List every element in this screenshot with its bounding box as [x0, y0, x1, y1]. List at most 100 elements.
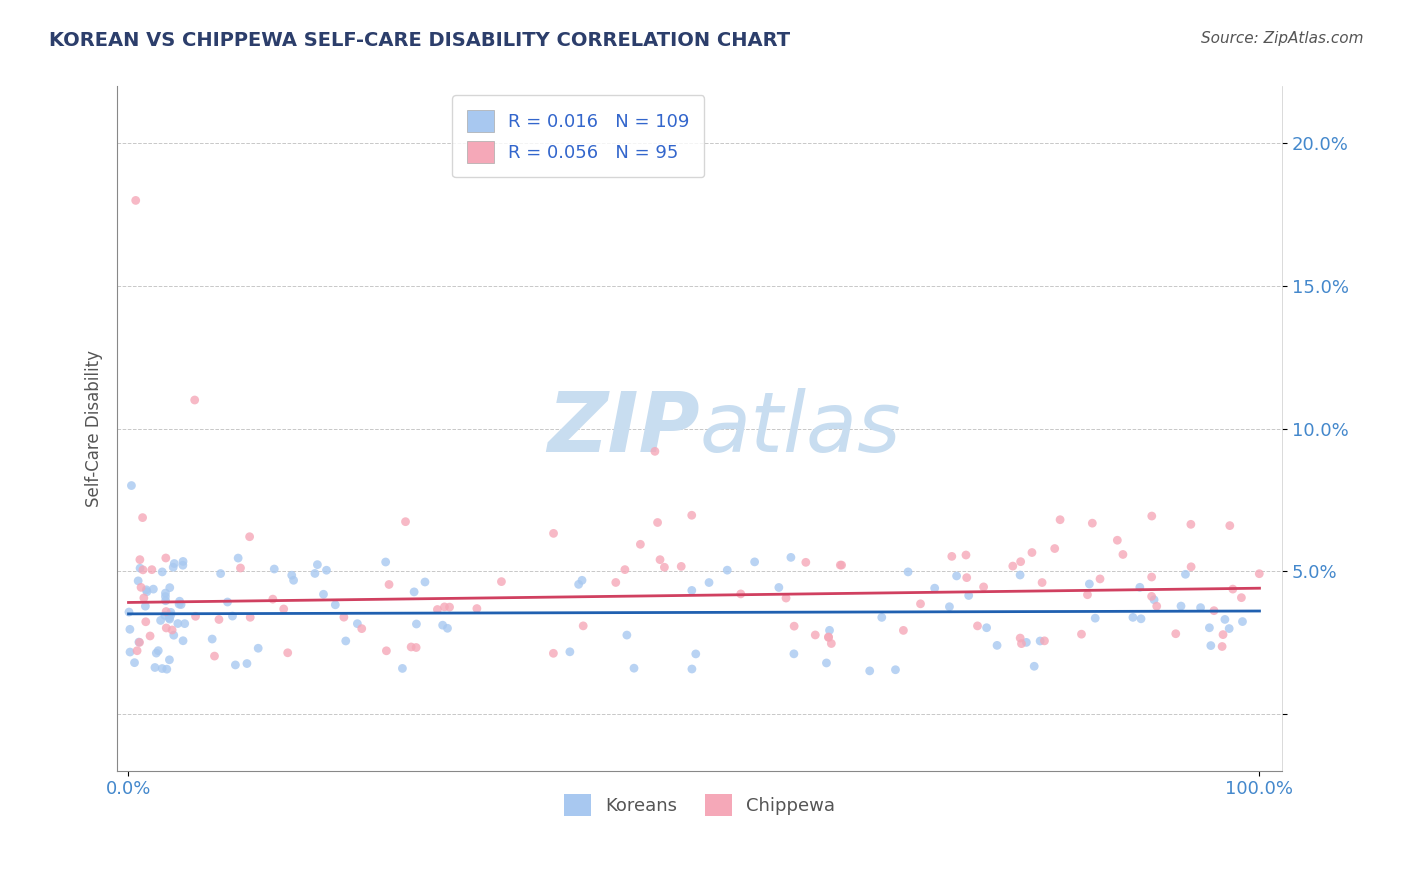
Point [142, 582, 165, 596]
Point [543, 526, 565, 541]
Point [128, 635, 150, 649]
Legend: Koreans, Chippewa: Koreans, Chippewa [557, 787, 842, 823]
Point [247, 641, 270, 656]
Point [572, 619, 595, 633]
Point [681, 583, 703, 598]
Point [433, 599, 456, 614]
Point [391, 661, 413, 675]
Point [973, 580, 995, 594]
Point [870, 610, 893, 624]
Point [1081, 516, 1104, 531]
Point [439, 600, 461, 615]
Point [1249, 566, 1271, 581]
Point [184, 609, 207, 624]
Point [1232, 615, 1254, 629]
Point [1140, 509, 1163, 524]
Point [262, 592, 284, 607]
Point [157, 653, 180, 667]
Text: Source: ZipAtlas.com: Source: ZipAtlas.com [1201, 31, 1364, 46]
Point [1211, 640, 1233, 654]
Point [1010, 631, 1032, 645]
Point [783, 647, 806, 661]
Point [155, 621, 177, 635]
Point [239, 530, 262, 544]
Point [208, 613, 231, 627]
Point [374, 555, 396, 569]
Point [135, 615, 157, 629]
Point [744, 555, 766, 569]
Point [135, 584, 157, 599]
Point [681, 508, 703, 523]
Point [957, 589, 980, 603]
Point [304, 566, 326, 581]
Point [132, 563, 155, 577]
Point [169, 594, 191, 608]
Point [378, 577, 401, 591]
Point [128, 552, 150, 566]
Point [204, 649, 226, 664]
Point [394, 515, 416, 529]
Point [956, 571, 979, 585]
Point [173, 616, 195, 631]
Point [558, 645, 581, 659]
Text: KOREAN VS CHIPPEWA SELF-CARE DISABILITY CORRELATION CHART: KOREAN VS CHIPPEWA SELF-CARE DISABILITY … [49, 31, 790, 50]
Point [273, 602, 295, 616]
Point [893, 624, 915, 638]
Point [815, 656, 838, 670]
Point [768, 581, 790, 595]
Point [491, 574, 513, 589]
Point [153, 608, 176, 623]
Point [323, 598, 346, 612]
Point [1001, 559, 1024, 574]
Point [884, 663, 907, 677]
Point [150, 565, 173, 579]
Point [1070, 627, 1092, 641]
Point [1122, 610, 1144, 624]
Point [160, 623, 183, 637]
Point [159, 608, 181, 623]
Point [1088, 572, 1111, 586]
Point [859, 664, 882, 678]
Point [280, 568, 302, 582]
Point [201, 632, 224, 646]
Point [263, 562, 285, 576]
Point [128, 635, 150, 649]
Point [426, 602, 449, 616]
Point [172, 554, 194, 568]
Point [124, 656, 146, 670]
Point [155, 586, 177, 600]
Point [831, 558, 853, 573]
Point [139, 629, 162, 643]
Point [145, 646, 167, 660]
Point [183, 392, 205, 407]
Point [783, 619, 806, 633]
Point [966, 619, 988, 633]
Point [1076, 588, 1098, 602]
Point [910, 597, 932, 611]
Point [1230, 591, 1253, 605]
Point [132, 591, 155, 605]
Point [405, 640, 427, 655]
Point [818, 624, 841, 638]
Point [217, 595, 239, 609]
Point [1146, 599, 1168, 614]
Point [1015, 635, 1038, 649]
Point [1043, 541, 1066, 556]
Point [794, 555, 817, 569]
Point [616, 628, 638, 642]
Point [1143, 592, 1166, 607]
Point [224, 657, 246, 672]
Point [1010, 555, 1032, 569]
Point [118, 623, 141, 637]
Point [134, 599, 156, 614]
Point [1180, 559, 1202, 574]
Point [647, 516, 669, 530]
Point [1021, 545, 1043, 559]
Point [221, 609, 243, 624]
Point [623, 661, 645, 675]
Y-axis label: Self-Care Disability: Self-Care Disability [86, 350, 103, 507]
Point [571, 574, 593, 588]
Point [648, 552, 671, 566]
Point [945, 569, 967, 583]
Point [125, 194, 148, 208]
